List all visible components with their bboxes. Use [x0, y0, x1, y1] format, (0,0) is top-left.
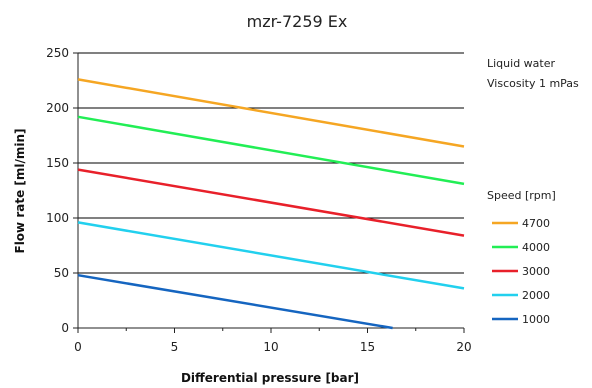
x-tick-label: 5: [171, 340, 179, 354]
y-tick-label: 0: [61, 321, 69, 335]
legend-label-3000: 3000: [522, 265, 550, 278]
note-liquid: Liquid water: [487, 57, 555, 70]
x-tick-label: 0: [74, 340, 82, 354]
x-tick-label: 15: [360, 340, 375, 354]
legend-label-1000: 1000: [522, 313, 550, 326]
series-line-1000: [77, 273, 393, 330]
y-tick-label: 250: [46, 46, 69, 60]
series-line-4000: [77, 115, 465, 186]
note-viscosity: Viscosity 1 mPas: [487, 77, 579, 90]
series-line-2000: [77, 221, 465, 290]
series-line-4700: [77, 78, 465, 148]
legend-label-4700: 4700: [522, 217, 550, 230]
legend-label-4000: 4000: [522, 241, 550, 254]
y-axis-title: Flow rate [ml/min]: [13, 128, 27, 253]
series-lines: [77, 78, 465, 330]
y-tick-label: 100: [46, 211, 69, 225]
grid-lines: [78, 52, 464, 274]
series-line-3000: [77, 168, 465, 237]
legend: 4700 4000 3000 2000 1000: [492, 217, 550, 326]
chart-title: mzr-7259 Ex: [247, 12, 348, 31]
y-tick-label: 200: [46, 101, 69, 115]
legend-label-2000: 2000: [522, 289, 550, 302]
x-axis-title: Differential pressure [bar]: [181, 371, 359, 385]
x-tick-label: 10: [263, 340, 278, 354]
axes: 0 50 100 150 200 250 0 5 10 15 20: [46, 46, 472, 354]
x-tick-label: 20: [456, 340, 471, 354]
legend-title: Speed [rpm]: [487, 189, 556, 202]
y-tick-label: 150: [46, 156, 69, 170]
y-tick-label: 50: [54, 266, 69, 280]
